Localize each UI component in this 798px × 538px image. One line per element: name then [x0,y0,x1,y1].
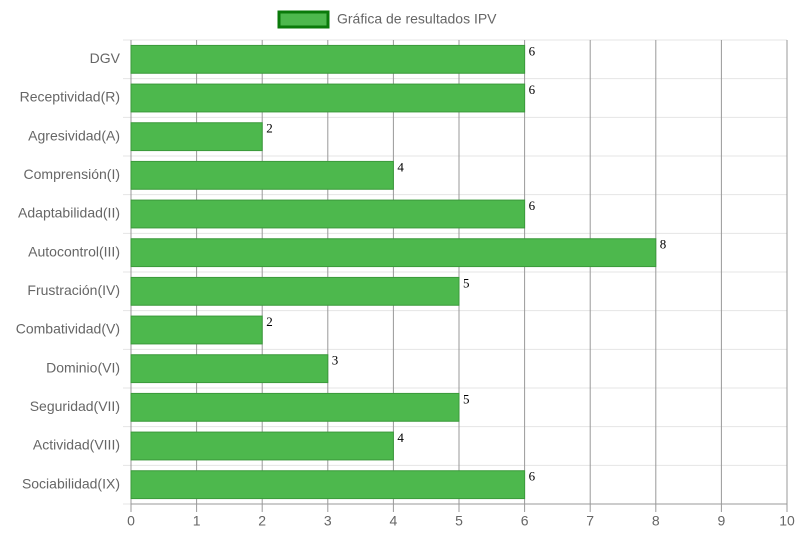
bar [130,44,526,74]
x-tick-label: 5 [455,513,463,529]
data-label: 8 [660,237,667,252]
x-tick-label: 7 [586,513,594,529]
y-tick-label: Dominio(VI) [46,359,120,375]
data-label: 2 [266,121,273,136]
y-tick-label: Comprensión(I) [24,166,120,182]
x-tick-label: 10 [779,513,795,529]
data-label: 6 [529,469,536,484]
bar [130,392,460,422]
y-tick-label: Autocontrol(III) [28,243,120,259]
y-tick-label: Actividad(VIII) [33,437,120,453]
y-tick-label: Frustración(IV) [27,282,120,298]
data-label: 6 [529,82,536,97]
y-tick-label: Sociabilidad(IX) [22,475,120,491]
data-label: 2 [266,314,273,329]
y-tick-label: Combatividad(V) [16,321,120,337]
data-label: 5 [463,391,470,406]
bar [130,199,526,229]
y-tick-label: Adaptabilidad(II) [18,205,120,221]
data-label: 3 [332,353,339,368]
data-label: 4 [397,430,404,445]
bar [130,315,263,345]
legend-label: Gráfica de resultados IPV [337,11,497,27]
x-tick-label: 1 [193,513,201,529]
bar [130,160,394,190]
data-label: 6 [529,198,536,213]
x-tick-label: 9 [718,513,726,529]
x-tick-label: 8 [652,513,660,529]
bar [130,238,657,268]
x-tick-label: 4 [390,513,398,529]
bar [130,122,263,152]
x-tick-label: 0 [127,513,135,529]
y-tick-label: Agresividad(A) [28,127,120,143]
x-tick-label: 2 [258,513,266,529]
y-tick-label: DGV [90,50,121,66]
data-label: 6 [529,43,536,58]
legend-swatch [277,10,330,29]
data-label: 4 [397,159,404,174]
bar [130,83,526,113]
y-tick-label: Receptividad(R) [20,89,120,105]
x-tick-label: 3 [324,513,332,529]
data-label: 5 [463,275,470,290]
x-tick-label: 6 [521,513,529,529]
bar [130,431,394,461]
bar [130,354,329,384]
bar [130,470,526,500]
bar [130,276,460,306]
y-tick-label: Seguridad(VII) [30,398,120,414]
